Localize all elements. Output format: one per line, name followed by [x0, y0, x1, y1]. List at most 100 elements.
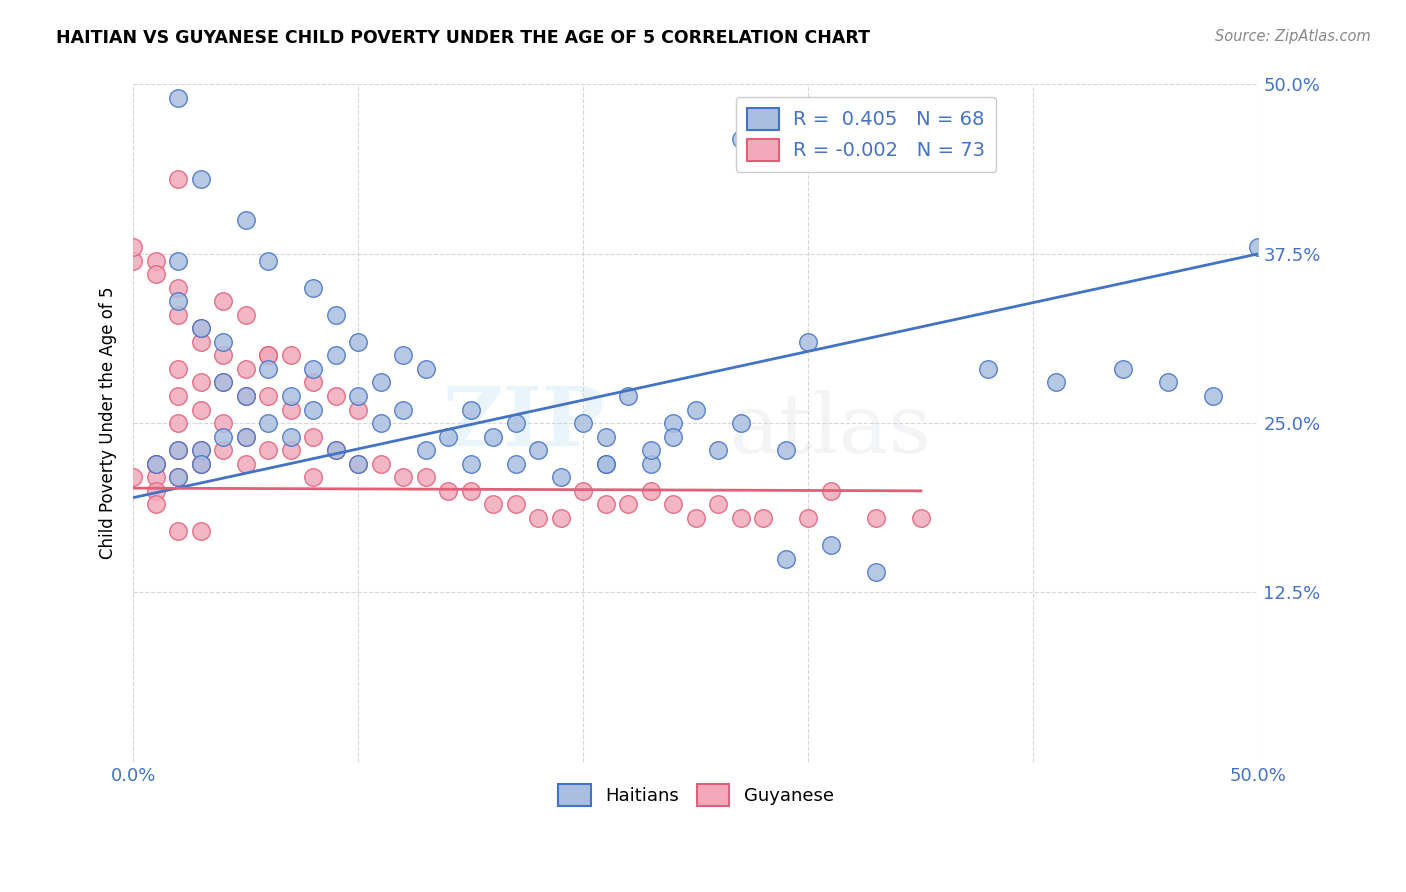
Point: [662, 430, 685, 444]
Point: [325, 348, 347, 362]
Point: [977, 362, 1000, 376]
Point: [685, 402, 707, 417]
Point: [190, 172, 212, 186]
Point: [415, 470, 437, 484]
Point: [437, 483, 460, 498]
Point: [212, 294, 235, 309]
Y-axis label: Child Poverty Under the Age of 5: Child Poverty Under the Age of 5: [100, 287, 117, 559]
Legend: Haitians, Guyanese: Haitians, Guyanese: [551, 777, 841, 814]
Point: [595, 430, 617, 444]
Point: [302, 470, 325, 484]
Point: [212, 430, 235, 444]
Point: [572, 416, 595, 430]
Point: [302, 362, 325, 376]
Point: [257, 362, 280, 376]
Point: [145, 457, 167, 471]
Point: [820, 483, 842, 498]
Point: [167, 308, 190, 322]
Point: [347, 402, 370, 417]
Point: [122, 253, 145, 268]
Point: [280, 402, 302, 417]
Point: [325, 443, 347, 458]
Point: [190, 334, 212, 349]
Point: [527, 511, 550, 525]
Point: [797, 334, 820, 349]
Point: [302, 280, 325, 294]
Point: [257, 348, 280, 362]
Point: [797, 511, 820, 525]
Point: [302, 376, 325, 390]
Point: [775, 551, 797, 566]
Text: Source: ZipAtlas.com: Source: ZipAtlas.com: [1215, 29, 1371, 45]
Point: [235, 213, 257, 227]
Point: [1045, 376, 1067, 390]
Point: [640, 443, 662, 458]
Point: [1247, 240, 1270, 254]
Point: [325, 389, 347, 403]
Point: [392, 348, 415, 362]
Point: [190, 524, 212, 539]
Point: [707, 443, 730, 458]
Point: [212, 416, 235, 430]
Point: [190, 402, 212, 417]
Point: [280, 443, 302, 458]
Point: [415, 443, 437, 458]
Point: [235, 389, 257, 403]
Point: [167, 280, 190, 294]
Point: [730, 511, 752, 525]
Point: [257, 389, 280, 403]
Point: [415, 362, 437, 376]
Point: [122, 470, 145, 484]
Point: [190, 443, 212, 458]
Point: [167, 389, 190, 403]
Point: [235, 308, 257, 322]
Point: [347, 389, 370, 403]
Point: [212, 443, 235, 458]
Text: ZIP: ZIP: [443, 383, 606, 463]
Point: [280, 348, 302, 362]
Point: [865, 511, 887, 525]
Point: [505, 457, 527, 471]
Point: [145, 253, 167, 268]
Point: [212, 376, 235, 390]
Point: [595, 457, 617, 471]
Point: [662, 497, 685, 511]
Point: [640, 457, 662, 471]
Point: [482, 430, 505, 444]
Point: [775, 443, 797, 458]
Point: [595, 497, 617, 511]
Text: atlas: atlas: [730, 390, 932, 470]
Point: [190, 457, 212, 471]
Point: [617, 389, 640, 403]
Point: [910, 511, 932, 525]
Point: [1202, 389, 1225, 403]
Point: [145, 470, 167, 484]
Point: [235, 457, 257, 471]
Point: [460, 457, 482, 471]
Point: [212, 376, 235, 390]
Point: [685, 511, 707, 525]
Point: [1157, 376, 1180, 390]
Point: [190, 457, 212, 471]
Point: [145, 267, 167, 281]
Point: [662, 416, 685, 430]
Point: [235, 430, 257, 444]
Point: [167, 524, 190, 539]
Point: [1112, 362, 1135, 376]
Point: [167, 91, 190, 105]
Point: [707, 497, 730, 511]
Point: [190, 321, 212, 335]
Point: [370, 457, 392, 471]
Point: [505, 497, 527, 511]
Point: [167, 294, 190, 309]
Point: [167, 443, 190, 458]
Point: [122, 240, 145, 254]
Point: [235, 430, 257, 444]
Point: [482, 497, 505, 511]
Point: [145, 457, 167, 471]
Point: [752, 511, 775, 525]
Point: [730, 131, 752, 145]
Point: [167, 253, 190, 268]
Point: [370, 376, 392, 390]
Point: [190, 457, 212, 471]
